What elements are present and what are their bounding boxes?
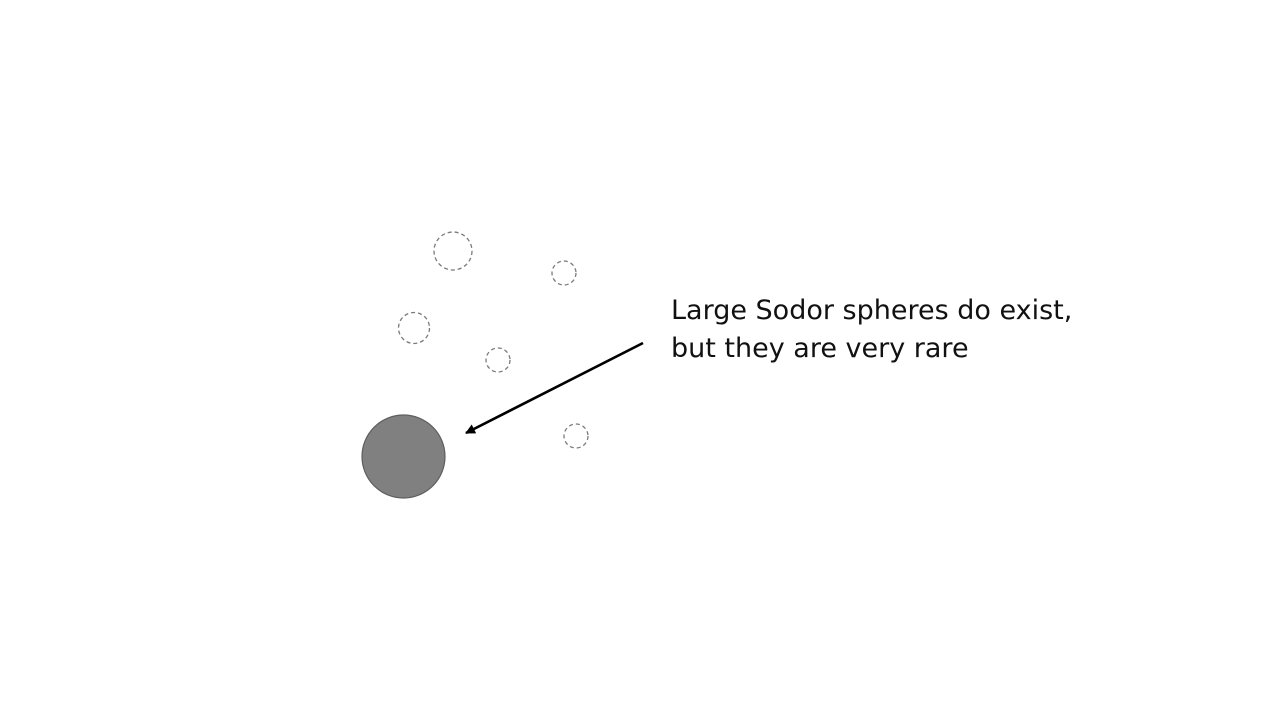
small-sphere [563, 423, 589, 449]
small-sphere [397, 311, 431, 345]
small-sphere [485, 347, 511, 373]
small-sphere [551, 260, 577, 286]
pointer-arrow [465, 341, 644, 435]
large-sphere [361, 414, 446, 499]
small-sphere [433, 231, 473, 271]
annotation-line-2: but they are very rare [671, 333, 969, 364]
annotation-text: Large Sodor spheres do exist, but they a… [671, 292, 1231, 368]
annotation-line-1: Large Sodor spheres do exist, [671, 295, 1073, 326]
